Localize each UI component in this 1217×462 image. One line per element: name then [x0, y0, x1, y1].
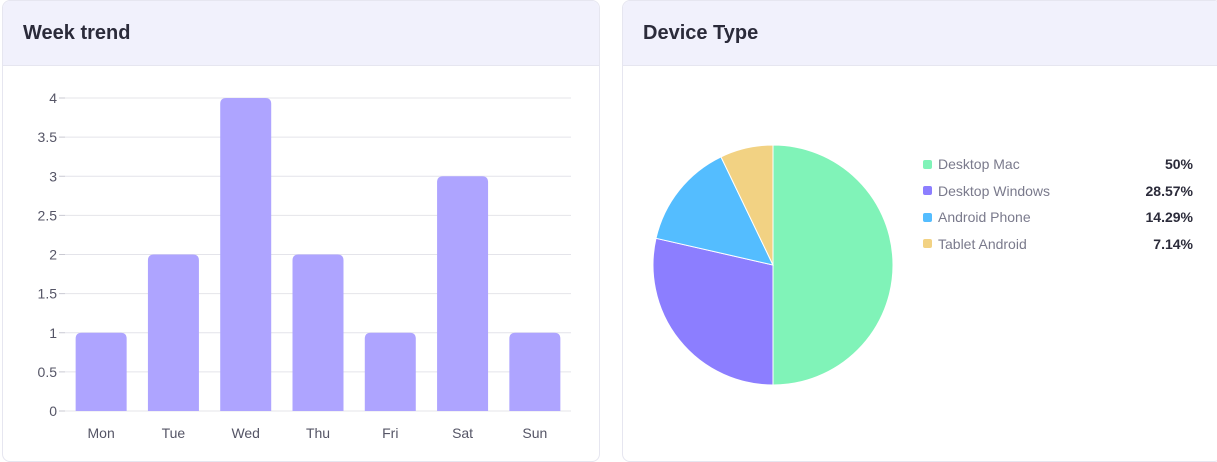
y-tick-label: 0	[49, 403, 57, 419]
legend-swatch	[923, 239, 932, 249]
legend-swatch	[923, 159, 932, 169]
device-type-legend: Desktop Mac 50% Desktop Windows 28.57% Andro…	[923, 151, 1193, 257]
x-tick-label: Mon	[88, 425, 115, 441]
device-type-pie-chart	[652, 144, 894, 386]
x-tick-label: Tue	[162, 425, 186, 441]
bar-tue[interactable]	[147, 254, 199, 412]
y-tick-label: 2	[49, 247, 57, 263]
legend-label: Desktop Mac	[938, 156, 1020, 173]
y-tick-label: 1.5	[38, 286, 58, 302]
week-trend-bar-chart: 0 0.5 1 1.5 2 2.5 3 3.5 4 Mon Tue Wed Thu Fri Sat Sun	[38, 90, 571, 441]
legend-value: 14.29%	[1145, 209, 1193, 226]
week-trend-header: Week trend	[3, 1, 599, 66]
x-tick-label: Sun	[522, 425, 547, 441]
week-trend-card: Week trend 0 0.5 1 1.5 2 2.5 3 3.5 4 Mon Tue Wed Thu…	[2, 0, 600, 462]
x-tick-label: Fri	[382, 425, 398, 441]
pie-slice-desktop-mac[interactable]	[772, 144, 894, 386]
bar-sat[interactable]	[437, 176, 489, 411]
x-tick-label: Thu	[306, 425, 330, 441]
x-tick-label: Wed	[231, 425, 260, 441]
legend-swatch	[923, 212, 932, 222]
device-type-title: Device Type	[643, 21, 759, 44]
y-tick-label: 2.5	[38, 207, 58, 223]
legend-label: Android Phone	[938, 209, 1031, 226]
y-tick-label: 3.5	[38, 129, 58, 145]
y-tick-label: 0.5	[38, 364, 58, 380]
x-tick-label: Sat	[452, 425, 473, 441]
pie-slice-tablet-android[interactable]	[720, 144, 774, 266]
bar-sun[interactable]	[509, 332, 561, 411]
legend-item[interactable]: Android Phone 14.29%	[923, 204, 1193, 231]
bar-wed[interactable]	[220, 98, 272, 411]
legend-value: 7.14%	[1153, 235, 1193, 252]
legend-label: Tablet Android	[938, 235, 1027, 252]
pie-slice-desktop-windows[interactable]	[652, 237, 774, 386]
bar-mon[interactable]	[75, 332, 127, 411]
device-type-card: Device Type Desktop Mac 50% Desktop Window…	[622, 0, 1217, 462]
bar-thu[interactable]	[292, 254, 344, 412]
legend-item[interactable]: Tablet Android 7.14%	[923, 231, 1193, 258]
legend-item[interactable]: Desktop Mac 50%	[923, 151, 1193, 178]
legend-label: Desktop Windows	[938, 182, 1051, 199]
legend-value: 50%	[1164, 156, 1193, 173]
device-type-header: Device Type	[623, 1, 1217, 66]
pie-slice-android-phone[interactable]	[655, 156, 774, 266]
legend-swatch	[923, 186, 932, 196]
legend-item[interactable]: Desktop Windows 28.57%	[923, 178, 1193, 205]
legend-value: 28.57%	[1145, 182, 1193, 199]
week-trend-title: Week trend	[23, 21, 131, 44]
y-tick-label: 3	[49, 168, 57, 184]
bar-fri[interactable]	[364, 332, 416, 411]
y-tick-label: 4	[49, 90, 57, 106]
y-tick-label: 1	[49, 325, 57, 341]
